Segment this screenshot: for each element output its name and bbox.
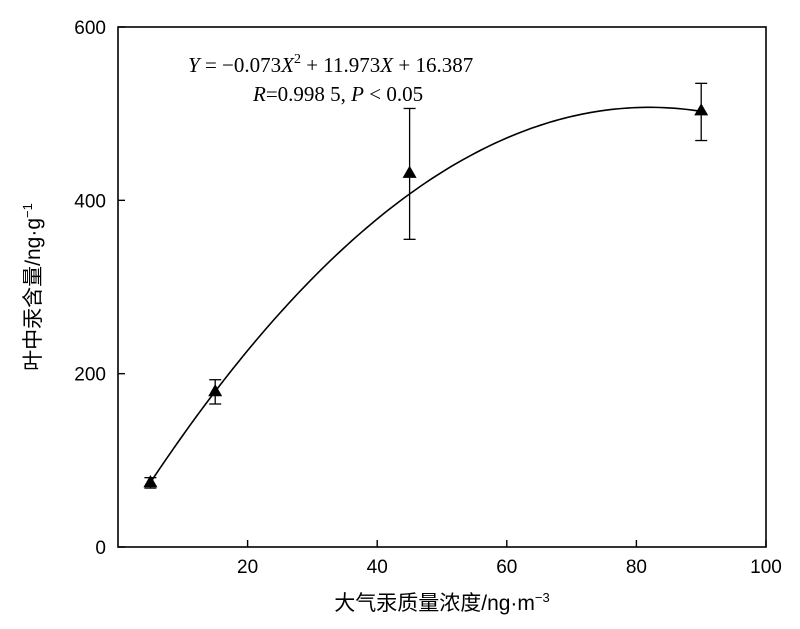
data-markers [143,103,709,488]
y-tick-label: 600 [74,18,106,39]
y-tick-label: 200 [74,365,106,386]
fit-curve [149,106,702,483]
x-tick-label: 100 [750,557,782,578]
y-axis-title: 叶中汞含量/ng·g−1 [20,203,45,371]
triangle-marker [694,103,709,116]
tick-labels: 20 40 60 80 100 0 200 400 600 [74,18,782,578]
error-bars [144,82,708,489]
x-tick-label: 80 [626,557,647,578]
triangle-marker [402,165,417,178]
x-tick-label: 40 [367,557,388,578]
y-tick-label: 400 [74,191,106,212]
triangle-marker [143,475,158,488]
plot-frame [117,26,767,548]
x-tick-label: 60 [496,557,517,578]
y-tick-label: 0 [95,538,106,559]
triangle-marker [208,384,223,397]
fit-statistics: R=0.998 5, P < 0.05 [252,82,423,106]
fit-equation: Y = −0.073X2 + 11.973X + 16.387 [188,52,473,77]
tick-marks [118,26,767,548]
x-tick-label: 20 [237,557,258,578]
x-axis-title: 大气汞质量浓度/ng·m−3 [334,590,550,615]
